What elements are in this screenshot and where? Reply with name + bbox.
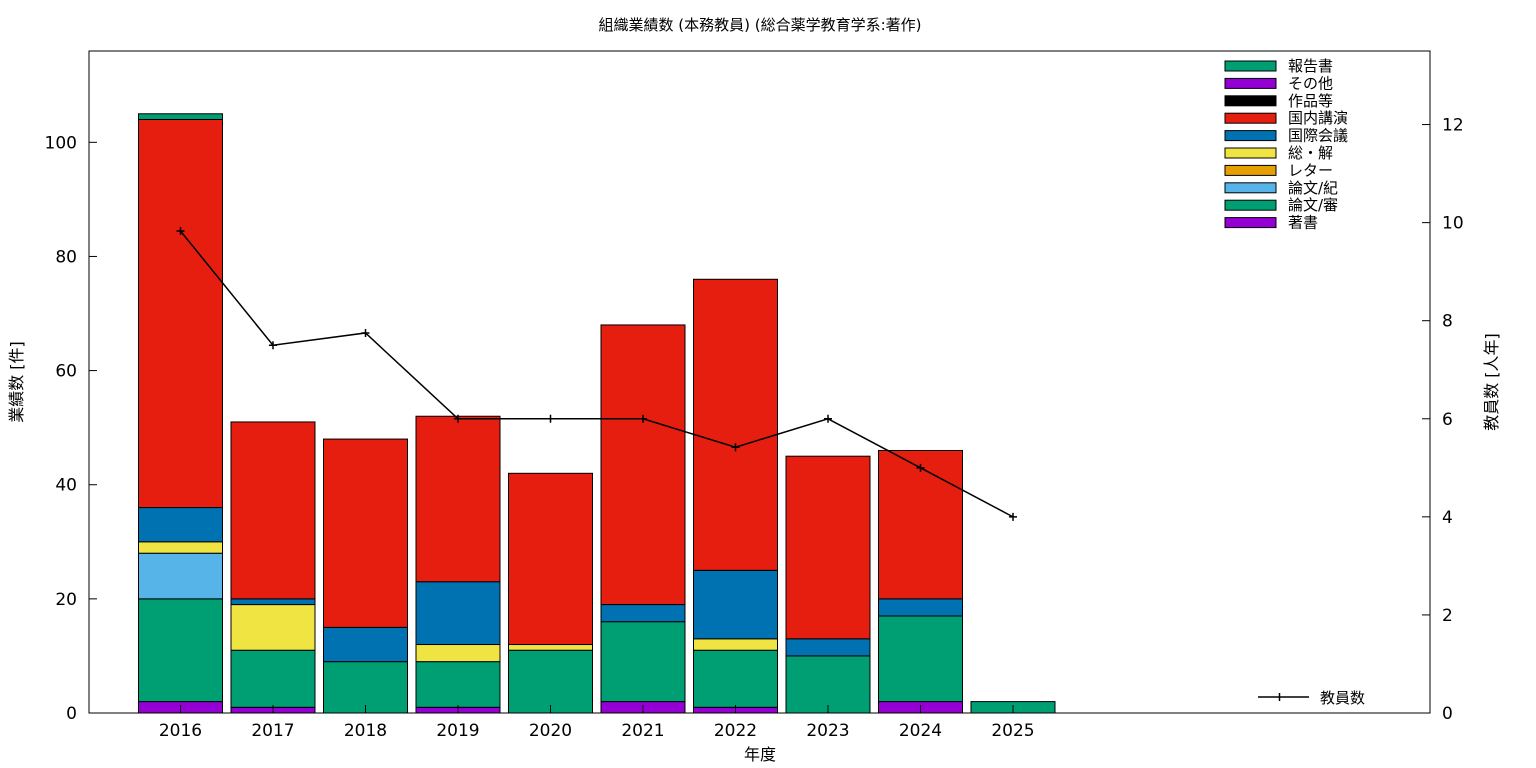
- line-point: [176, 226, 185, 235]
- legend-swatch: [1224, 112, 1277, 124]
- bar-segment: [230, 421, 316, 600]
- bar-segment: [138, 552, 223, 600]
- bar-segment: [230, 649, 316, 708]
- bar-segment: [785, 655, 871, 714]
- bar-segment: [508, 472, 593, 646]
- y2-tick-label: 2: [1442, 606, 1453, 626]
- legend-label: レター: [1288, 161, 1333, 179]
- legend-swatch: [1224, 147, 1277, 159]
- bar-segment: [415, 644, 501, 663]
- bar-segment: [138, 598, 223, 703]
- x-tick-label: 2025: [991, 721, 1034, 741]
- bar-segment: [138, 113, 223, 120]
- x-tick-label: 2023: [806, 721, 849, 741]
- line-point: [361, 328, 370, 337]
- legend-swatch: [1224, 199, 1277, 211]
- bar-segment: [415, 661, 501, 708]
- x-tick-label: 2017: [251, 721, 294, 741]
- legend-swatch: [1224, 60, 1277, 72]
- chart-title: 組織業績数 (本務教員) (総合薬学教育学系:著作): [598, 16, 921, 34]
- line-point: [546, 414, 555, 423]
- legend-label: 論文/紀: [1288, 179, 1338, 197]
- y2-axis-label: 教員数 [人年]: [1482, 333, 1501, 431]
- bar-segment: [508, 649, 593, 714]
- bar-segment: [600, 621, 686, 703]
- line-point: [824, 414, 832, 423]
- legend-label: 作品等: [1288, 92, 1333, 110]
- y-axis-label: 業績数 [件]: [7, 341, 26, 423]
- legend-label: 国内講演: [1288, 109, 1348, 127]
- y-tick-label: 0: [66, 704, 77, 724]
- bar-segment: [693, 569, 778, 640]
- y2-tick-label: 6: [1442, 410, 1453, 430]
- line-point: [916, 463, 925, 472]
- bar-segment: [230, 604, 316, 651]
- legend-line-label: 教員数: [1320, 689, 1365, 707]
- x-tick-label: 2024: [899, 721, 942, 741]
- plot-frame: [88, 50, 1431, 714]
- legend-label: 論文/審: [1288, 196, 1338, 214]
- bar-segment: [138, 507, 223, 543]
- legend-swatch: [1224, 77, 1277, 89]
- legend-swatch: [1224, 164, 1277, 176]
- x-tick-label: 2021: [621, 721, 664, 741]
- y-tick-label: 20: [55, 590, 77, 610]
- y2-tick-label: 0: [1442, 704, 1453, 724]
- line-path: [179, 230, 1014, 518]
- bar-segment: [323, 626, 408, 663]
- bar-segment: [323, 661, 408, 714]
- x-axis-label: 年度: [744, 745, 776, 764]
- line-point: [639, 414, 647, 423]
- bar-segment: [508, 644, 593, 651]
- line-point: [454, 414, 462, 423]
- legend-label: 総・解: [1288, 144, 1333, 162]
- legend-swatch: [1224, 130, 1277, 142]
- y2-tick-label: 12: [1442, 116, 1464, 136]
- legend-label: その他: [1288, 74, 1333, 92]
- bar-segment: [138, 118, 223, 509]
- line-point: [269, 341, 277, 350]
- bar-segment: [230, 598, 316, 606]
- x-tick-label: 2016: [159, 721, 202, 741]
- y2-tick-label: 10: [1442, 214, 1464, 234]
- bar-segment: [693, 278, 778, 571]
- bar-segment: [693, 649, 778, 708]
- bar-segment: [415, 581, 501, 646]
- bar-segment: [600, 604, 686, 623]
- legend-swatch: [1224, 217, 1277, 229]
- line-point: [1009, 512, 1017, 521]
- bar-segment: [878, 449, 963, 600]
- y-tick-label: 40: [55, 476, 77, 496]
- legend-swatch: [1224, 182, 1277, 194]
- bar-segment: [415, 415, 501, 583]
- y-tick-label: 80: [55, 247, 77, 267]
- y2-tick-label: 8: [1442, 312, 1453, 332]
- line-point: [731, 443, 740, 452]
- faculty-count-line: [176, 226, 1017, 521]
- y-tick-label: 100: [45, 133, 77, 153]
- bar-segment: [138, 541, 223, 554]
- bar-segment: [785, 455, 871, 640]
- bar-segment: [785, 638, 871, 657]
- bar-segment: [323, 438, 408, 628]
- legend-label: 著書: [1288, 214, 1318, 232]
- y2-tick-label: 4: [1442, 508, 1453, 528]
- legend-swatch: [1224, 95, 1277, 107]
- y-tick-label: 60: [55, 362, 77, 382]
- x-tick-label: 2018: [344, 721, 387, 741]
- bar-segment: [600, 324, 686, 606]
- bar-segment: [878, 598, 963, 617]
- legend-label: 国際会議: [1288, 127, 1348, 145]
- x-tick-label: 2019: [436, 721, 479, 741]
- axes: 0 20 40 60 80 100 0 2 4 6 8 10 12 2016 2017 2018 2019 202…: [45, 50, 1464, 741]
- bar-segment: [693, 638, 778, 651]
- x-tick-label: 2020: [529, 721, 572, 741]
- x-tick-label: 2022: [714, 721, 757, 741]
- bar-stacks: [138, 113, 1056, 714]
- legend-label: 報告書: [1288, 57, 1333, 75]
- bar-segment: [878, 615, 963, 703]
